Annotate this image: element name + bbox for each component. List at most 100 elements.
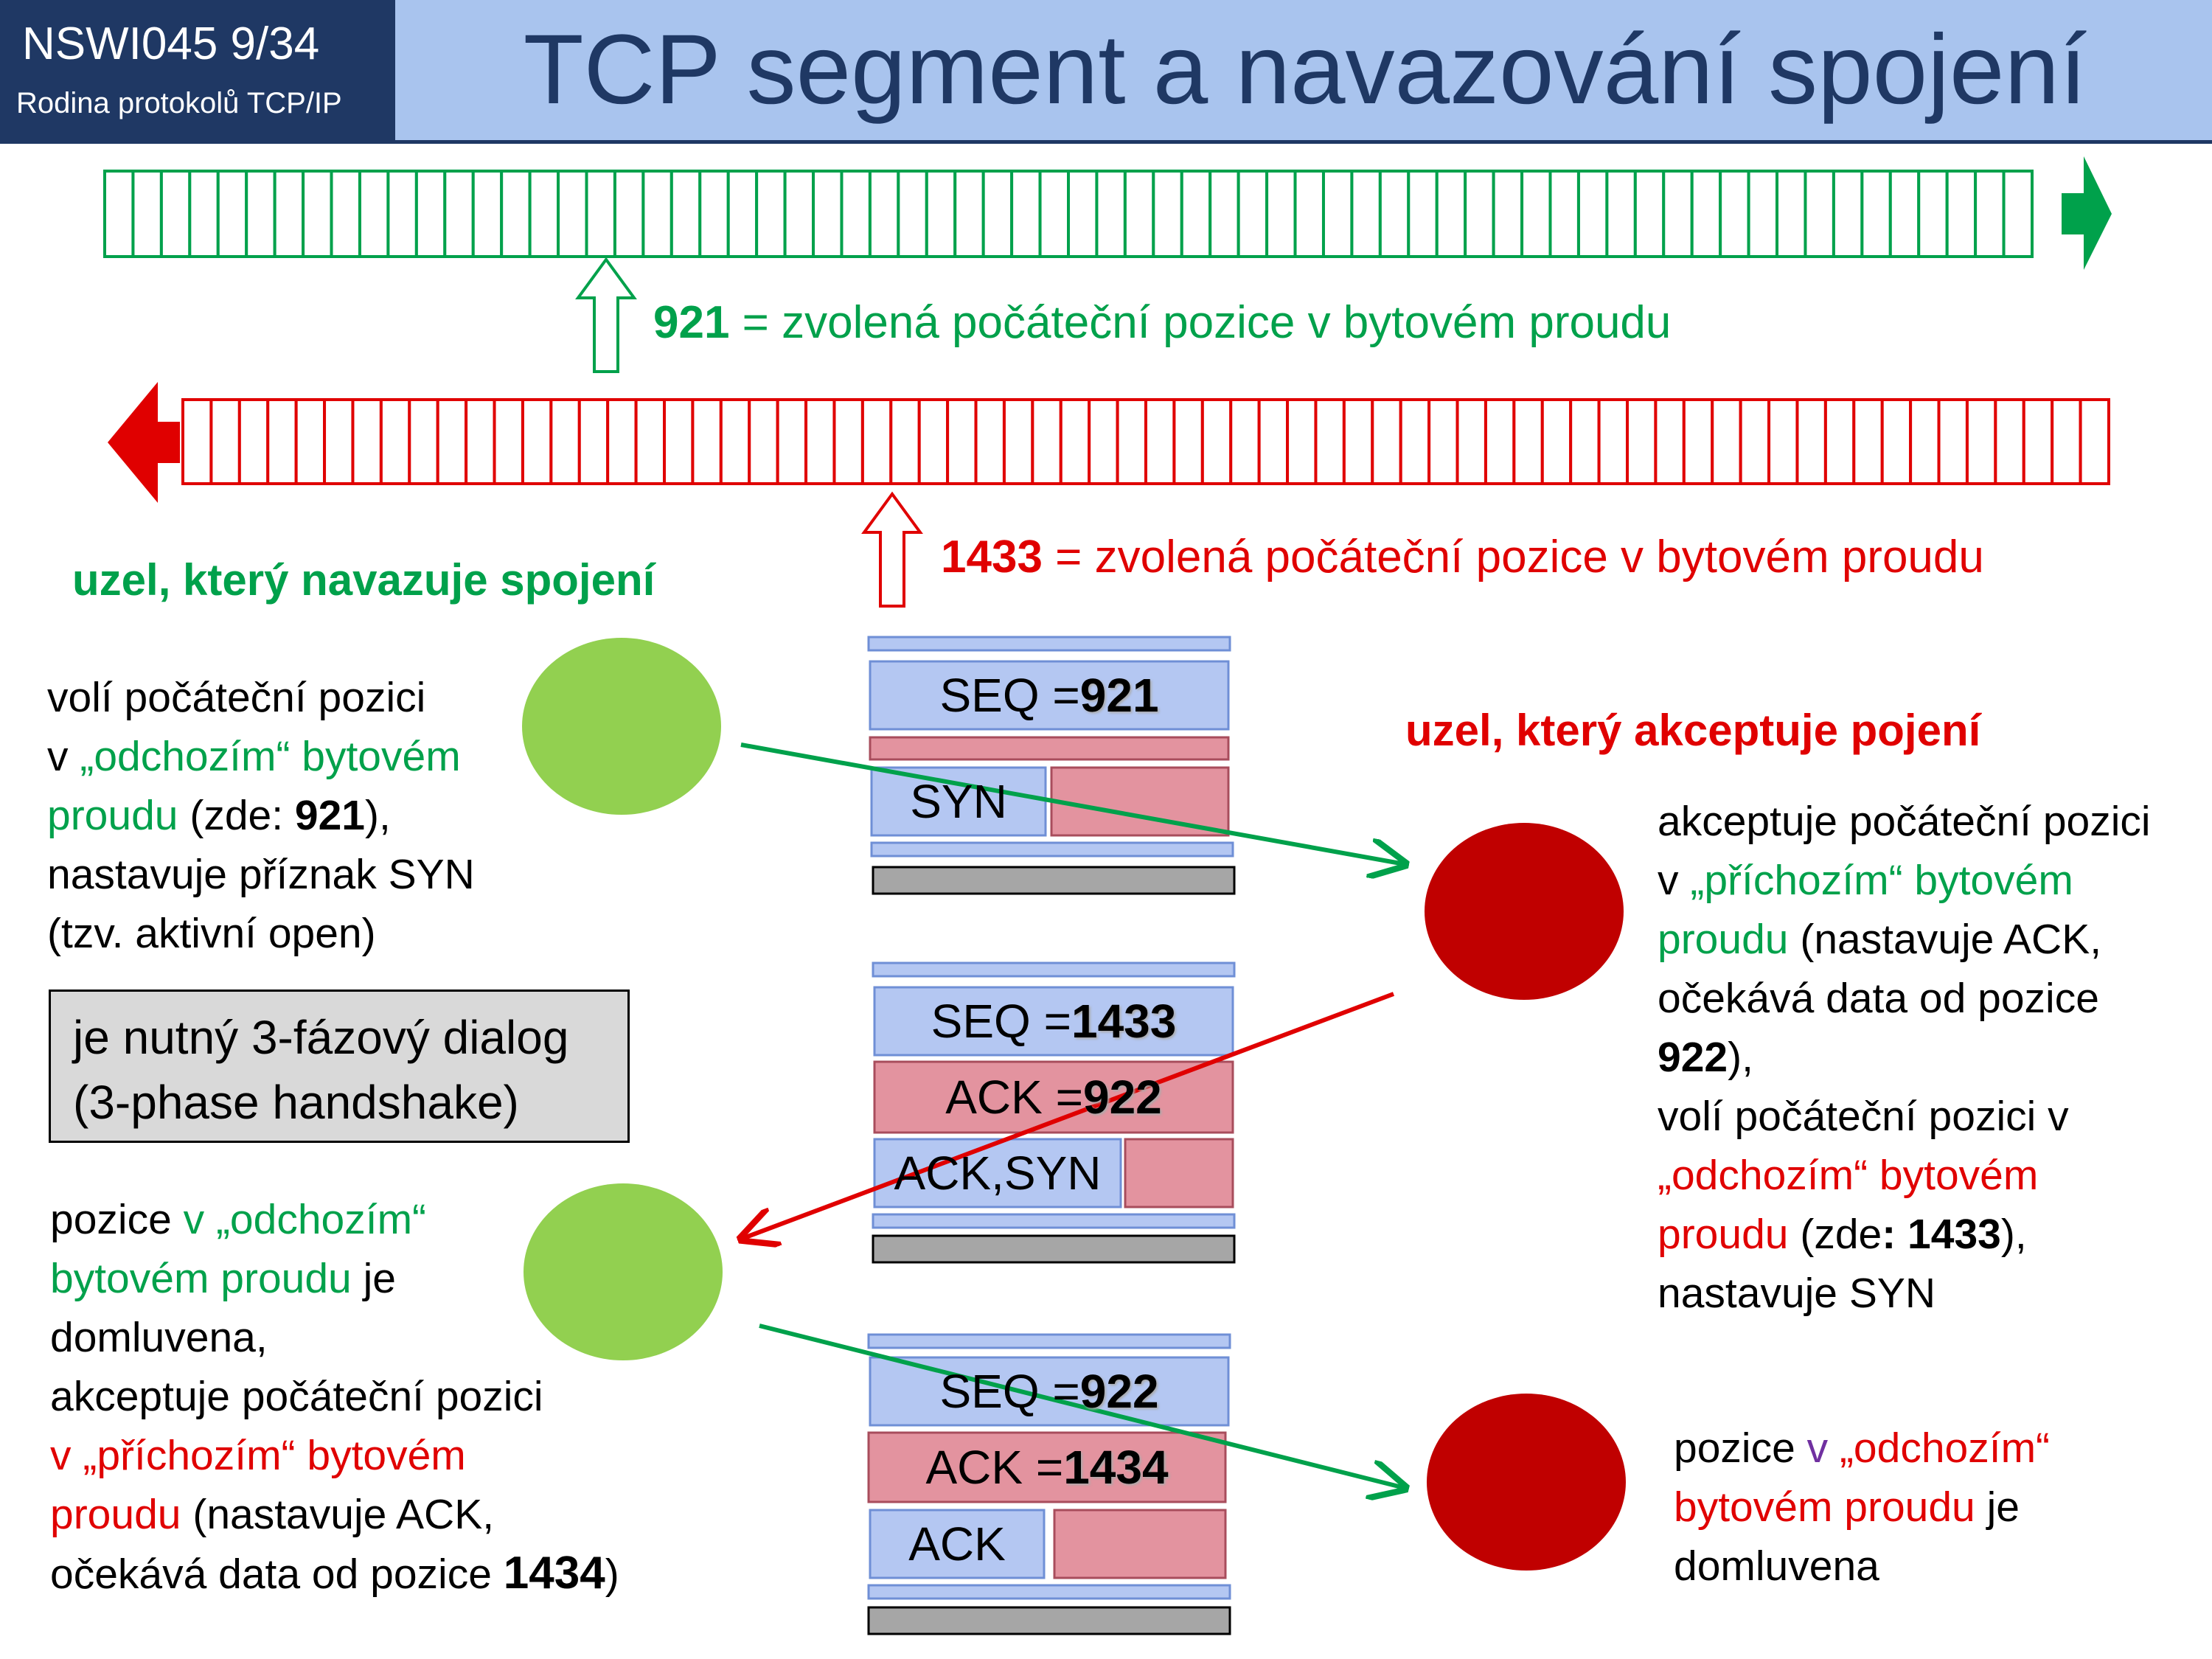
- byte-cell: [1286, 398, 1318, 485]
- byte-cell: [925, 170, 957, 258]
- text-line: domluvena,: [50, 1314, 268, 1361]
- byte-cell: [1321, 170, 1354, 258]
- byte-cell: [1031, 398, 1062, 485]
- byte-cell: [2051, 398, 2082, 485]
- text-line: očekává data od pozice 1434): [50, 1548, 619, 1599]
- byte-cell: [414, 170, 447, 258]
- byte-cell: [1067, 170, 1099, 258]
- byte-cell: [216, 170, 248, 258]
- byte-cell: [1492, 170, 1524, 258]
- start-921-pointer-icon: [575, 257, 637, 373]
- byte-cell: [1314, 398, 1346, 485]
- byte-cell: [804, 398, 836, 485]
- seg1-flags-label: SYN: [910, 775, 1007, 828]
- byte-cell: [1464, 170, 1495, 258]
- incoming-start-text: = zvolená počáteční pozice v bytovém pro…: [1042, 532, 1984, 582]
- initiator-node-1: [522, 638, 721, 815]
- byte-cell: [783, 170, 815, 258]
- seg1-seq-label: SEQ = 921: [939, 669, 1159, 722]
- byte-cell: [1965, 398, 1997, 485]
- byte-cell: [294, 398, 327, 485]
- byte-cell: [897, 170, 928, 258]
- byte-cell: [443, 170, 475, 258]
- syn-message-arrow: [740, 742, 1405, 864]
- outgoing-start-text: = zvolená počáteční pozice v bytovém pro…: [729, 297, 1672, 348]
- byte-cell: [1662, 170, 1694, 258]
- byte-cell: [302, 170, 333, 258]
- text-line: očekává data od pozice: [1658, 975, 2099, 1022]
- byte-cell: [379, 398, 411, 485]
- text-line: v „příchozím“ bytovém: [1658, 857, 2073, 904]
- byte-cell: [131, 170, 163, 258]
- byte-cell: [1237, 170, 1269, 258]
- text-line: akceptuje počáteční pozici: [1658, 798, 2151, 845]
- byte-cell: [917, 398, 950, 485]
- byte-cell: [1144, 398, 1176, 485]
- byte-cell: [669, 170, 702, 258]
- course-code: NSWI045 9/34: [22, 18, 320, 69]
- byte-cell: [1569, 398, 1601, 485]
- byte-cell: [1123, 170, 1155, 258]
- byte-cell: [471, 170, 504, 258]
- byte-cell: [832, 398, 864, 485]
- acceptor-node-2: [1427, 1394, 1626, 1571]
- byte-cell: [1823, 398, 1856, 485]
- byte-cell: [1739, 398, 1771, 485]
- outgoing-start-caption: 921 = zvolená počáteční pozice v bytovém…: [653, 296, 1671, 349]
- text-line: 922),: [1658, 1034, 1753, 1081]
- handshake-line-1: je nutný 3-fázový dialog: [73, 1011, 569, 1064]
- byte-cell: [1371, 398, 1402, 485]
- byte-cell: [776, 398, 808, 485]
- byte-cell: [1597, 398, 1629, 485]
- byte-cell: [351, 398, 383, 485]
- byte-cell: [330, 170, 361, 258]
- byte-cell: [266, 398, 298, 485]
- byte-cell: [237, 398, 270, 485]
- byte-cell: [323, 398, 355, 485]
- text-line: v „příchozím“ bytovém: [50, 1432, 466, 1479]
- byte-cell: [748, 398, 779, 485]
- byte-cell: [577, 398, 610, 485]
- byte-cell: [1342, 398, 1374, 485]
- incoming-stream-arrow-icon: [108, 382, 180, 503]
- byte-cell: [1540, 398, 1573, 485]
- byte-cell: [1832, 170, 1864, 258]
- acceptor-heading: uzel, který akceptuje pojení: [1405, 706, 1981, 755]
- byte-cell: [1455, 398, 1487, 485]
- byte-cell: [1974, 170, 2006, 258]
- byte-cell: [1682, 398, 1714, 485]
- start-1433-pointer-icon: [861, 491, 923, 608]
- incoming-start-value: 1433: [941, 532, 1043, 582]
- incoming-byte-stream: [108, 382, 2110, 503]
- byte-cell: [386, 170, 418, 258]
- byte-cell: [981, 170, 1014, 258]
- byte-cell: [691, 398, 723, 485]
- byte-cell: [1654, 398, 1686, 485]
- ack-message-arrow: [759, 1324, 1405, 1488]
- acceptor-description-1: akceptuje počáteční pozici v „příchozím“…: [1658, 792, 2151, 1323]
- text-line: pozice v „odchozím“: [50, 1196, 427, 1243]
- byte-cell: [1088, 398, 1119, 485]
- byte-cell: [946, 398, 978, 485]
- text-line: proudu (nastavuje ACK,: [50, 1491, 495, 1538]
- byte-cell: [1880, 398, 1913, 485]
- initiator-heading: uzel, který navazuje spojení: [72, 555, 655, 605]
- segment-1: [867, 636, 1236, 895]
- byte-cell: [1172, 398, 1204, 485]
- byte-cell: [103, 170, 135, 258]
- byte-cell: [1208, 170, 1240, 258]
- byte-cell: [2022, 398, 2054, 485]
- text-line: „odchozím“ bytovém: [1658, 1152, 2039, 1199]
- byte-cell: [521, 398, 553, 485]
- byte-cell: [606, 398, 638, 485]
- byte-cell: [1626, 398, 1658, 485]
- seg3-flags-label: ACK: [908, 1517, 1006, 1571]
- outgoing-stream-arrow-icon: [2062, 156, 2112, 270]
- byte-cell: [465, 398, 496, 485]
- byte-cell: [726, 170, 759, 258]
- initiator-description-2: pozice v „odchozím“ bytovém proudu je do…: [50, 1190, 619, 1604]
- byte-cell: [358, 170, 390, 258]
- byte-cell: [1747, 170, 1779, 258]
- text-line: domluvena: [1674, 1543, 1879, 1590]
- byte-cell: [408, 398, 439, 485]
